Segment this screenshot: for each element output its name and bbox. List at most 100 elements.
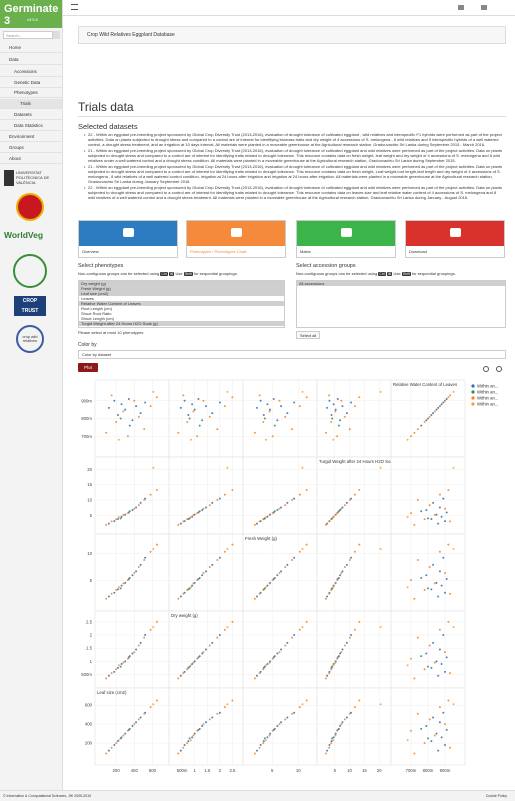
point bbox=[438, 648, 441, 651]
hint-text: Non-contiguous groups can be selected us… bbox=[78, 271, 160, 276]
color-select[interactable]: Color by dataset bbox=[78, 350, 506, 359]
search-box[interactable]: Search... bbox=[3, 31, 53, 39]
tile[interactable]: Phenotypes / Phenotypes Chart bbox=[186, 220, 286, 258]
point bbox=[144, 556, 147, 559]
option[interactable]: Fresh Weight (g) bbox=[79, 286, 284, 291]
point bbox=[196, 579, 199, 582]
option[interactable]: Turgid Weight after 24 Hours H2O Soak (g… bbox=[79, 321, 284, 326]
point bbox=[437, 749, 440, 752]
key: Shift bbox=[183, 272, 193, 276]
option[interactable]: Shoot Root Ratio bbox=[81, 311, 112, 316]
group-select[interactable]: All accessions bbox=[296, 280, 506, 328]
menu-item[interactable]: Home bbox=[0, 43, 62, 53]
menu-toggle[interactable] bbox=[71, 4, 78, 10]
icon-button[interactable] bbox=[483, 366, 489, 372]
menu-item[interactable]: Groups bbox=[0, 143, 62, 153]
point bbox=[179, 406, 182, 409]
point bbox=[208, 566, 211, 569]
point bbox=[340, 572, 343, 575]
point bbox=[262, 518, 265, 521]
point bbox=[336, 512, 339, 515]
point bbox=[264, 739, 267, 742]
panel bbox=[94, 456, 170, 535]
tile-icon bbox=[450, 228, 461, 237]
point bbox=[444, 743, 446, 746]
point bbox=[120, 515, 123, 518]
point bbox=[255, 406, 258, 409]
point bbox=[139, 501, 142, 504]
point bbox=[226, 703, 229, 706]
menu-item[interactable]: Phenotypes bbox=[0, 88, 62, 98]
point bbox=[353, 405, 356, 408]
menu-item[interactable]: Genetic Data bbox=[0, 78, 62, 88]
point bbox=[324, 523, 327, 526]
point bbox=[413, 752, 416, 755]
point bbox=[201, 725, 204, 728]
point bbox=[332, 664, 335, 667]
point bbox=[449, 746, 452, 749]
point bbox=[445, 656, 448, 659]
point bbox=[293, 556, 296, 559]
point bbox=[379, 703, 382, 706]
icon-button[interactable] bbox=[496, 366, 502, 372]
tile[interactable]: Matrix bbox=[296, 220, 396, 258]
x-tick-label: 900m bbox=[440, 768, 451, 773]
point bbox=[231, 543, 234, 546]
point bbox=[334, 734, 337, 737]
option[interactable]: Shoot Length (cm) bbox=[81, 316, 114, 321]
option[interactable]: Relative Water Content of Leaves bbox=[79, 301, 284, 306]
point bbox=[410, 512, 412, 515]
option[interactable]: Root Length (cm) bbox=[81, 306, 112, 311]
select-all-button[interactable]: Select all bbox=[296, 331, 321, 339]
point bbox=[191, 403, 194, 406]
user-icon[interactable] bbox=[481, 5, 487, 10]
tile[interactable]: Download bbox=[405, 220, 505, 258]
point bbox=[208, 415, 211, 418]
menu-item[interactable]: About bbox=[0, 154, 62, 164]
option[interactable]: Leaf size (cm2) bbox=[79, 291, 284, 296]
menu-item[interactable]: Data Statistics bbox=[0, 121, 62, 131]
search-button[interactable] bbox=[53, 31, 60, 39]
plot-button[interactable]: Plot bbox=[78, 363, 98, 372]
point bbox=[440, 515, 443, 518]
share-icon[interactable] bbox=[458, 5, 464, 10]
point bbox=[423, 518, 426, 521]
point bbox=[291, 712, 294, 715]
tile-label: Phenotypes / Phenotypes Chart bbox=[187, 246, 285, 257]
point bbox=[211, 412, 214, 415]
legend-marker bbox=[471, 390, 475, 394]
menu-item[interactable]: Environment bbox=[0, 132, 62, 142]
point bbox=[337, 510, 340, 513]
point bbox=[177, 752, 180, 755]
point bbox=[435, 660, 438, 663]
point bbox=[425, 574, 428, 577]
point bbox=[328, 746, 331, 749]
point bbox=[452, 548, 455, 551]
legend-marker bbox=[471, 384, 475, 388]
point bbox=[107, 522, 110, 525]
menu-item[interactable]: Trials bbox=[0, 99, 62, 109]
tile-label: Overview bbox=[79, 246, 177, 257]
dataset-item: • 21 - Within an eggplant pre-breeding pr… bbox=[84, 164, 503, 184]
option[interactable]: All accessions bbox=[297, 281, 505, 286]
banner: Crop Wild Relatives Eggplant Database bbox=[78, 26, 506, 44]
option[interactable]: Leaves bbox=[81, 296, 94, 301]
menu-item[interactable]: Data bbox=[0, 55, 62, 65]
x-tick-label: 5 bbox=[271, 768, 274, 773]
point bbox=[149, 628, 152, 631]
point bbox=[437, 406, 440, 409]
option[interactable]: Dry weight (g) bbox=[79, 281, 284, 286]
phenotype-select[interactable]: Dry weight (g) Fresh Weight (g) Leaf size … bbox=[78, 280, 285, 328]
point bbox=[198, 727, 201, 730]
brand[interactable]: Germinate 3 v3.5.5 bbox=[0, 0, 62, 28]
menu-item[interactable]: Accessions bbox=[0, 67, 62, 77]
tile-icon bbox=[341, 228, 352, 237]
footer-link[interactable]: Cookie Policy bbox=[485, 794, 507, 798]
page-title: Trials data bbox=[78, 100, 134, 114]
point bbox=[186, 518, 189, 521]
point bbox=[113, 399, 116, 402]
point bbox=[196, 729, 199, 732]
tile[interactable]: Overview bbox=[78, 220, 178, 258]
menu-item[interactable]: Datasets bbox=[0, 110, 62, 120]
point bbox=[137, 566, 140, 569]
